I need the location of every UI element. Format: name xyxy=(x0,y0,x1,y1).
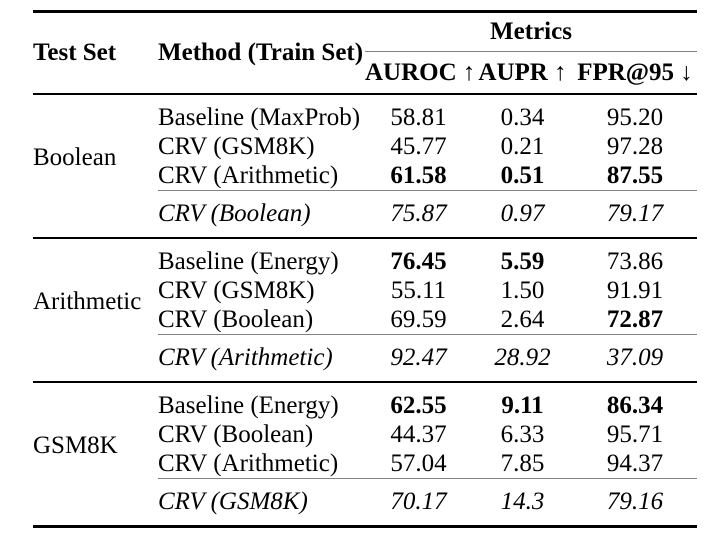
cell-fpr95: 87.55 xyxy=(606,162,664,189)
col-header-fpr95: FPR@95 ↓ xyxy=(577,58,693,86)
cell-fpr95: 79.16 xyxy=(573,478,697,527)
section-arithmetic: Arithmetic Baseline (Energy) 76.45 5.59 … xyxy=(33,238,697,382)
cell-aupr: 6.33 xyxy=(500,421,545,448)
section-boolean: Boolean Baseline (MaxProb) 58.81 0.34 95… xyxy=(33,94,697,238)
cell-fpr95: 91.91 xyxy=(606,277,664,304)
cell-method: CRV (Arithmetic) xyxy=(158,450,339,477)
cell-aupr: 0.21 xyxy=(500,133,545,160)
summary-row: CRV (Arithmetic) 92.47 28.92 37.09 xyxy=(33,334,697,382)
cell-fpr95: 37.09 xyxy=(573,334,697,382)
test-set-label: Arithmetic xyxy=(33,238,158,382)
test-set-label: Boolean xyxy=(33,94,158,238)
cell-auroc: 69.59 xyxy=(390,306,447,333)
cell-method: CRV (Boolean) xyxy=(158,306,314,333)
col-header-auroc: AUROC ↑ xyxy=(365,58,476,86)
cell-auroc: 58.81 xyxy=(390,104,447,131)
cell-method: CRV (Boolean) xyxy=(158,190,365,238)
cell-method: CRV (GSM8K) xyxy=(158,133,315,160)
cell-auroc: 45.77 xyxy=(390,133,447,160)
cell-aupr: 0.51 xyxy=(500,162,545,189)
table-row: Arithmetic Baseline (Energy) 76.45 5.59 … xyxy=(33,238,697,315)
test-set-label: GSM8K xyxy=(33,382,158,527)
cell-fpr95: 73.86 xyxy=(606,248,664,275)
cell-aupr: 0.34 xyxy=(500,104,545,131)
cell-fpr95: 79.17 xyxy=(573,190,697,238)
cell-auroc: 61.58 xyxy=(390,162,447,189)
table-row: CRV (Boolean) 44.37 6.33 95.71 xyxy=(33,420,697,449)
cell-aupr: 14.3 xyxy=(472,478,573,527)
cell-auroc: 55.11 xyxy=(390,277,447,304)
table-row: CRV (GSM8K) 45.77 0.21 97.28 xyxy=(33,132,697,161)
table-row: GSM8K Baseline (Energy) 62.55 9.11 86.34 xyxy=(33,382,697,459)
cell-method: CRV (GSM8K) xyxy=(158,277,315,304)
cell-auroc: 92.47 xyxy=(365,334,472,382)
results-table: Test Set Method (Train Set) Metrics AURO… xyxy=(33,10,697,528)
cell-method: Baseline (Energy) xyxy=(158,392,339,419)
cell-method: CRV (Boolean) xyxy=(158,421,314,448)
cell-aupr: 1.50 xyxy=(500,277,545,304)
header-row-metrics: AUROC ↑ AUPR ↑ FPR@95 ↓ xyxy=(33,52,697,95)
cell-method: CRV (Arithmetic) xyxy=(158,334,365,382)
summary-row: CRV (Boolean) 75.87 0.97 79.17 xyxy=(33,190,697,238)
table-header: Test Set Method (Train Set) Metrics AURO… xyxy=(33,11,697,95)
col-header-method: Method (Train Set) xyxy=(158,39,364,66)
cell-auroc: 75.87 xyxy=(365,190,472,238)
cell-fpr95: 95.71 xyxy=(606,421,664,448)
summary-row: CRV (GSM8K) 70.17 14.3 79.16 xyxy=(33,478,697,527)
cell-auroc: 57.04 xyxy=(390,450,447,477)
cell-aupr: 7.85 xyxy=(500,450,545,477)
test-set-text: GSM8K xyxy=(33,431,118,459)
cell-fpr95: 95.20 xyxy=(606,104,664,131)
cell-aupr: 28.92 xyxy=(472,334,573,382)
section-gsm8k: GSM8K Baseline (Energy) 62.55 9.11 86.34… xyxy=(33,382,697,527)
cell-auroc: 76.45 xyxy=(390,248,447,275)
cell-fpr95: 97.28 xyxy=(606,133,664,160)
cell-auroc: 62.55 xyxy=(390,392,447,419)
header-row-group: Test Set Method (Train Set) Metrics xyxy=(33,11,697,66)
cell-fpr95: 94.37 xyxy=(606,450,664,477)
cell-fpr95: 72.87 xyxy=(606,306,664,333)
cell-method: CRV (Arithmetic) xyxy=(158,162,339,189)
cell-aupr: 5.59 xyxy=(500,248,545,275)
table-row: CRV (GSM8K) 55.11 1.50 91.91 xyxy=(33,276,697,305)
col-header-aupr: AUPR ↑ xyxy=(478,58,567,86)
cell-auroc: 44.37 xyxy=(390,421,447,448)
cell-method: CRV (GSM8K) xyxy=(158,478,365,527)
cell-auroc: 70.17 xyxy=(365,478,472,527)
test-set-text: Arithmetic xyxy=(33,287,142,315)
table-row: CRV (Boolean) 69.59 2.64 72.87 xyxy=(33,305,697,335)
cell-fpr95: 86.34 xyxy=(606,392,664,419)
table-row: CRV (Arithmetic) 61.58 0.51 87.55 xyxy=(33,161,697,191)
cell-method: Baseline (MaxProb) xyxy=(158,104,361,131)
cell-aupr: 9.11 xyxy=(501,392,544,419)
table-row: Boolean Baseline (MaxProb) 58.81 0.34 95… xyxy=(33,94,697,171)
cell-aupr: 2.64 xyxy=(500,306,545,333)
test-set-text: Boolean xyxy=(33,143,117,171)
col-header-metrics-group: Metrics xyxy=(365,11,697,52)
cell-method: Baseline (Energy) xyxy=(158,248,339,275)
col-header-test-set: Test Set xyxy=(33,39,117,66)
cell-aupr: 0.97 xyxy=(472,190,573,238)
table-row: CRV (Arithmetic) 57.04 7.85 94.37 xyxy=(33,449,697,479)
